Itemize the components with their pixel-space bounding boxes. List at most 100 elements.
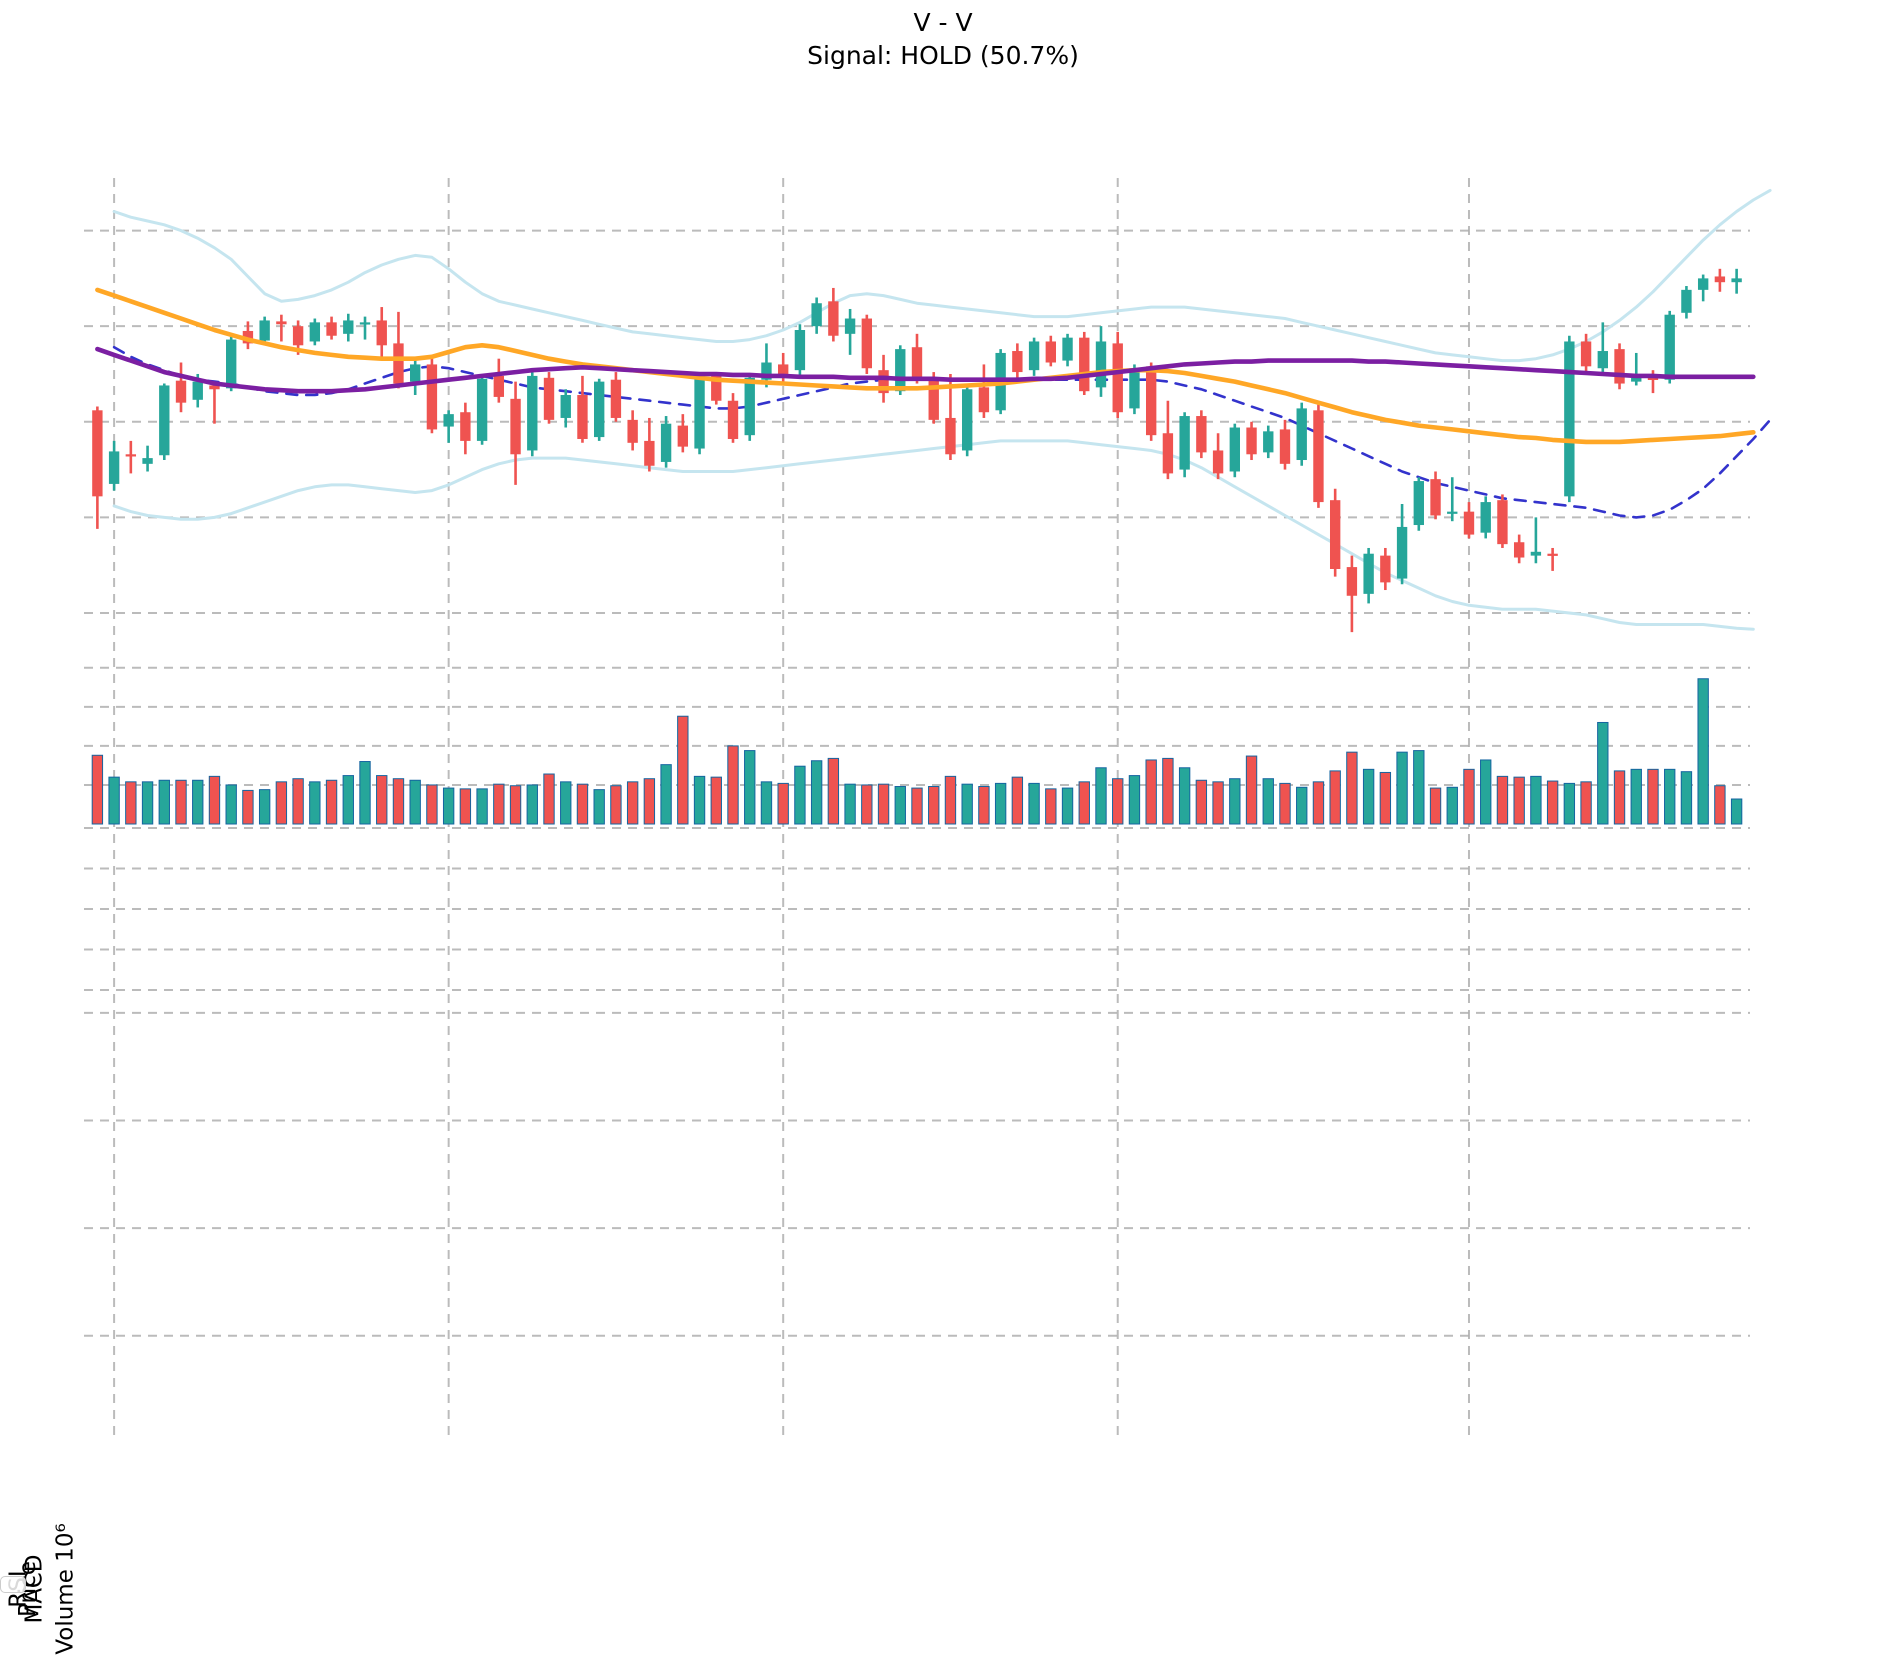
volume-bar: [225, 784, 237, 825]
volume-bar: [1429, 787, 1442, 825]
candle-body: [1714, 276, 1726, 283]
candle-body: [811, 303, 822, 327]
candle-body: [209, 385, 220, 390]
candle-body: [175, 380, 187, 403]
candle-body: [1697, 278, 1709, 290]
volume-bar: [1195, 779, 1208, 825]
signal-subtitle: Signal: HOLD (50.7%): [807, 41, 1079, 70]
volume-bar: [1647, 768, 1659, 825]
candle-body: [1162, 433, 1174, 474]
volume-bar: [760, 781, 773, 825]
candle-body: [911, 347, 923, 378]
candle-body: [861, 318, 873, 369]
candle-body: [292, 326, 304, 346]
volume-bar: [643, 778, 656, 825]
candle-body: [1614, 349, 1625, 384]
ma-line-ma200: [95, 346, 1756, 394]
volume-bar: [928, 786, 940, 825]
candle-body: [644, 440, 655, 466]
volume-bar: [275, 781, 288, 825]
volume-bar: [1296, 786, 1308, 825]
bollinger-middle-band: [112, 345, 1772, 519]
candle-body: [159, 385, 170, 456]
candle-body: [343, 320, 354, 334]
volume-bar: [994, 782, 1007, 825]
volume-bar: [1580, 781, 1592, 825]
candle-body: [777, 364, 789, 374]
candle-body: [1279, 429, 1291, 464]
candle-body: [493, 375, 505, 397]
candle-body: [1731, 278, 1742, 283]
volume-bar: [710, 776, 722, 825]
candle-body: [443, 414, 454, 427]
volume-bar: [861, 784, 873, 825]
candle-body: [1129, 368, 1140, 409]
volume-bar: [660, 764, 672, 825]
volume-bar: [677, 715, 689, 825]
volume-bar: [1128, 775, 1141, 825]
volume-bar: [1112, 778, 1124, 825]
candle-body: [1296, 408, 1307, 461]
volume-bar: [827, 757, 840, 825]
volume-bar: [693, 775, 706, 825]
candle-body: [577, 395, 588, 439]
candle-body: [226, 339, 237, 389]
volume-bar: [108, 776, 120, 825]
volume-bar: [325, 779, 338, 825]
candle-body: [1246, 427, 1257, 455]
volume-bar: [493, 783, 505, 825]
volume-bar: [1697, 678, 1709, 825]
volume-bar: [1630, 768, 1642, 825]
volume-bar: [1145, 759, 1157, 825]
candle-body: [761, 362, 772, 380]
candle-body: [1480, 502, 1491, 533]
volume-bar: [877, 783, 890, 825]
candle-body: [359, 322, 371, 325]
candle-body: [1463, 511, 1475, 535]
candle-body: [192, 381, 203, 400]
candle-body: [125, 454, 137, 457]
volume-bar: [158, 779, 170, 825]
candle-body: [878, 370, 889, 394]
volume-axis-label: Volume 10⁶: [53, 1523, 79, 1654]
candle-body: [1346, 567, 1358, 596]
volume-bar: [1563, 782, 1576, 825]
candle-body: [1112, 343, 1123, 413]
candle-body: [326, 322, 337, 336]
candle-body: [1095, 341, 1107, 388]
candle-body: [660, 423, 672, 462]
volume-bar: [442, 787, 455, 825]
chart-title-block: V - V Signal: HOLD (50.7%): [0, 6, 1886, 72]
bollinger-lower-band: [112, 439, 1755, 631]
volume-bar: [1229, 778, 1241, 825]
volume-bar: [1279, 782, 1291, 825]
candle-body: [1045, 341, 1057, 363]
volume-bar: [125, 781, 137, 825]
candle-body: [727, 400, 739, 439]
candle-body: [844, 318, 856, 334]
volume-bar: [727, 745, 739, 825]
volume-bar: [1178, 767, 1191, 825]
candle-body: [1681, 289, 1692, 313]
candle-body: [677, 425, 689, 447]
volume-bar: [1597, 721, 1609, 825]
candle-body: [1028, 341, 1040, 371]
candle-body: [1012, 351, 1023, 373]
volume-bar: [1362, 768, 1375, 825]
candle-body: [1580, 341, 1592, 367]
candle-body: [460, 412, 471, 441]
candle-body: [694, 375, 705, 449]
candle-body: [1430, 479, 1441, 516]
candle-body: [1530, 551, 1542, 556]
volume-bar: [1329, 770, 1341, 825]
volume-bar: [1245, 755, 1258, 825]
candle-body: [1079, 337, 1090, 392]
volume-bar: [1463, 768, 1475, 825]
candle-body: [1547, 553, 1558, 556]
volume-bar: [560, 781, 572, 825]
candle-body: [1564, 341, 1575, 497]
volume-bar: [359, 761, 371, 825]
candle-body: [276, 321, 287, 325]
volume-bar: [309, 781, 321, 825]
volume-bar: [376, 775, 388, 825]
